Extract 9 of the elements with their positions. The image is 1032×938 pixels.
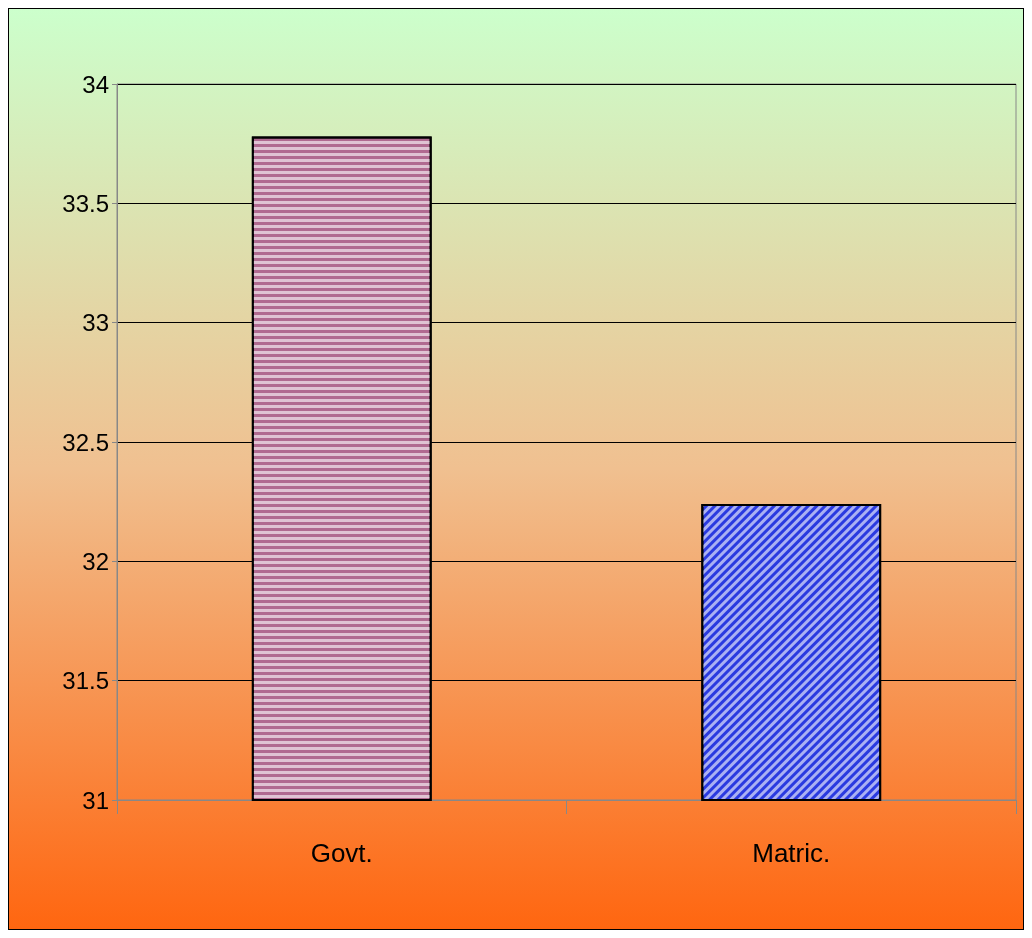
y-tick-label: 31.5	[62, 667, 109, 695]
y-tick-label: 32	[82, 547, 109, 575]
x-tick-label: Matric.	[752, 838, 831, 868]
x-tick-label: Govt.	[310, 838, 373, 868]
y-tick-label: 32.5	[62, 428, 109, 456]
y-tick-label: 31	[82, 786, 109, 814]
y-tick-label: 33.5	[62, 189, 109, 217]
y-tick-label: 34	[82, 70, 109, 98]
y-tick-label: 33	[82, 309, 109, 337]
